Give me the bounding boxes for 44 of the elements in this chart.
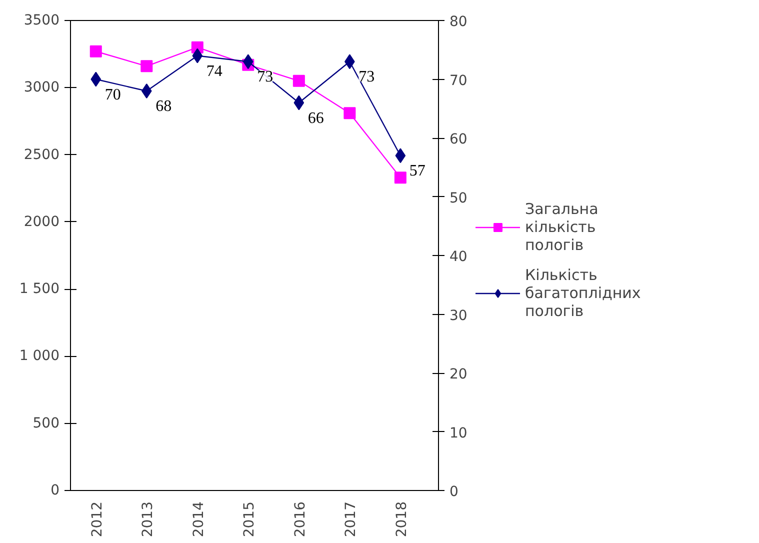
y2-tick-label: 40 bbox=[450, 249, 468, 265]
x-tick-label: 2012 bbox=[89, 501, 106, 538]
y2-tick-label: 80 bbox=[450, 14, 468, 30]
point bbox=[242, 54, 254, 70]
y2-tick-label: 30 bbox=[450, 308, 468, 324]
x-tick-label: 2017 bbox=[343, 501, 360, 538]
x-tick-label: 2013 bbox=[140, 501, 156, 538]
legend-label: Кількість багатоплідних пологів bbox=[525, 266, 641, 320]
point bbox=[192, 48, 203, 64]
point bbox=[394, 172, 406, 184]
point bbox=[294, 95, 304, 110]
y-tick-label: 1 500 bbox=[19, 281, 60, 298]
data-label: 73 bbox=[257, 68, 274, 86]
y-tick-label: 2500 bbox=[24, 146, 60, 163]
y2-tick-label: 50 bbox=[450, 190, 468, 206]
point bbox=[141, 84, 152, 98]
legend-label: Загальна кількість пологів bbox=[525, 200, 598, 254]
x-tick-label: 2018 bbox=[394, 501, 410, 538]
data-label: 70 bbox=[104, 86, 121, 104]
y-tick-label: 2000 bbox=[24, 214, 60, 230]
x-tick-label: 2016 bbox=[292, 501, 308, 538]
data-label: 74 bbox=[206, 62, 222, 80]
point bbox=[292, 74, 305, 87]
y-tick-label: 3000 bbox=[24, 80, 60, 96]
data-label: 68 bbox=[156, 98, 172, 115]
point bbox=[140, 60, 153, 72]
point bbox=[344, 107, 356, 120]
y-tick-label: 0 bbox=[50, 482, 60, 498]
y2-tick-label: 10 bbox=[450, 425, 468, 442]
point bbox=[90, 45, 102, 58]
y-tick-label: 1 000 bbox=[19, 348, 60, 364]
data-label: 73 bbox=[358, 68, 375, 86]
y2-tick-label: 60 bbox=[450, 132, 468, 148]
data-label: 66 bbox=[308, 110, 324, 127]
y2-tick-label: 0 bbox=[450, 484, 458, 500]
data-label: 57 bbox=[409, 162, 426, 180]
x-tick-label: 2014 bbox=[190, 501, 207, 538]
point bbox=[395, 148, 406, 164]
y2-tick-label: 70 bbox=[450, 72, 468, 89]
x-tick-label: 2015 bbox=[242, 501, 258, 538]
y2-tick-label: 20 bbox=[450, 366, 468, 382]
y-tick-label: 3500 bbox=[24, 12, 60, 28]
point bbox=[90, 72, 102, 87]
y-tick-label: 500 bbox=[32, 415, 60, 432]
